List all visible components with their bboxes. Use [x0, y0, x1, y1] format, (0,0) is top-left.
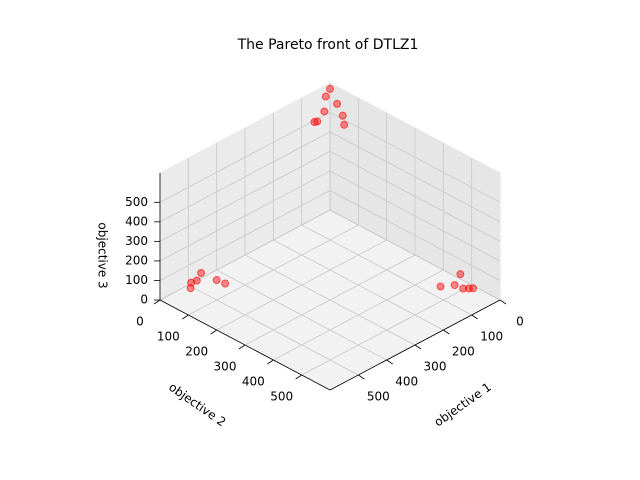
- y-tick: [153, 299, 161, 305]
- y-tick: [267, 359, 274, 365]
- x-tick: [358, 374, 365, 380]
- point: [197, 268, 206, 277]
- point: [212, 276, 221, 285]
- point: [313, 117, 322, 126]
- x-axis-label: objective 1: [432, 380, 494, 429]
- x-tick-label: 100: [480, 330, 503, 344]
- grid-line: [329, 111, 501, 203]
- y-tick-label: 400: [242, 375, 265, 389]
- x-tick: [471, 314, 478, 320]
- z-tick-label: 300: [125, 234, 148, 248]
- x-tick: [443, 329, 450, 335]
- y-axis-label: objective 2: [166, 380, 228, 429]
- z-tick-label: 400: [125, 214, 148, 228]
- y-tick-label: 0: [136, 315, 144, 329]
- point: [326, 84, 334, 93]
- x-tick-label: 300: [424, 360, 447, 374]
- x-tick-label: 200: [452, 345, 475, 359]
- point: [187, 278, 196, 287]
- z-tick-label: 0: [140, 293, 148, 307]
- point: [338, 111, 347, 120]
- y-tick: [295, 374, 302, 380]
- x-tick: [499, 299, 507, 305]
- z-axis-label: objective 3: [96, 222, 110, 288]
- grid-line: [329, 170, 501, 262]
- x-tick: [386, 359, 393, 365]
- y-tick-label: 500: [270, 390, 293, 404]
- point: [459, 284, 468, 293]
- grid-line: [159, 111, 331, 203]
- point: [186, 284, 195, 293]
- grid-line: [159, 170, 331, 262]
- point: [321, 92, 330, 101]
- grid-line: [329, 190, 501, 281]
- point: [340, 120, 349, 129]
- grid-line: [273, 269, 444, 361]
- point: [436, 282, 445, 291]
- y-tick-label: 200: [185, 345, 208, 359]
- grid-line: [188, 224, 359, 316]
- point: [320, 107, 329, 116]
- y-tick-label: 300: [214, 360, 237, 374]
- y-tick: [238, 344, 246, 350]
- grid-line: [159, 190, 331, 281]
- point: [310, 118, 319, 127]
- x-tick-label: 500: [367, 390, 390, 404]
- grid-line: [244, 254, 416, 346]
- grid-line: [216, 239, 387, 331]
- x-tick-label: 0: [516, 315, 524, 329]
- point: [450, 281, 459, 290]
- x-tick: [414, 344, 422, 350]
- y-tick: [210, 329, 217, 335]
- grid-line: [159, 131, 331, 223]
- grid-line: [329, 151, 501, 242]
- z-tick-label: 500: [125, 195, 148, 209]
- point: [456, 270, 465, 279]
- chart-title: The Pareto front of DTLZ1: [237, 37, 419, 53]
- grid-line: [301, 284, 472, 376]
- point: [469, 284, 478, 293]
- grid-line: [159, 151, 331, 242]
- point: [221, 279, 230, 288]
- y-tick: [182, 314, 189, 320]
- grid-line: [329, 131, 501, 223]
- point: [333, 99, 342, 108]
- z-tick-label: 200: [125, 253, 148, 267]
- x-tick-label: 400: [395, 375, 418, 389]
- z-tick-label: 100: [125, 273, 148, 287]
- y-tick-label: 100: [157, 330, 180, 344]
